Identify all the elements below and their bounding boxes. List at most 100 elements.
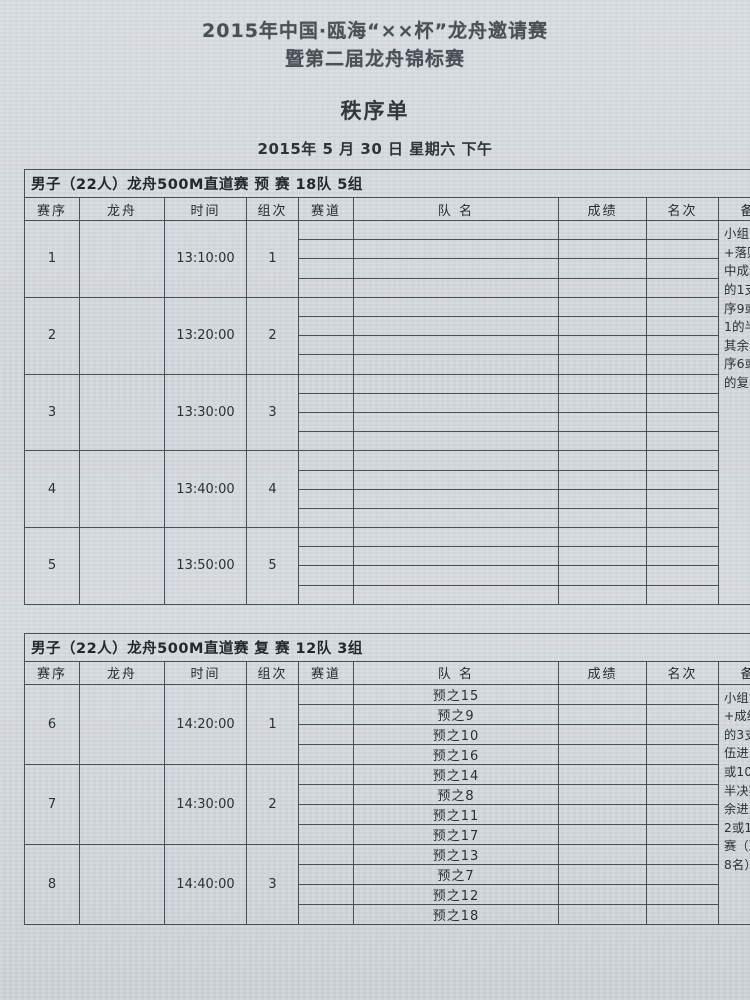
- cell-boat: [79, 296, 165, 375]
- cell-team: 预之8: [353, 783, 559, 805]
- table-row: [25, 565, 750, 586]
- cell-rank: [646, 316, 719, 337]
- event-date: 2015年 5 月 30 日 星期六 下午: [257, 140, 493, 159]
- cell-lane: [298, 316, 354, 337]
- table-row: [25, 431, 750, 452]
- cell-rank: [646, 392, 719, 413]
- cell-seq: 6: [24, 683, 80, 765]
- cell-lane: [298, 373, 354, 394]
- cell-score: [558, 335, 647, 356]
- table-row: 3 13:30:00 3: [24, 373, 750, 452]
- column-header-rank: 名次: [646, 660, 719, 685]
- table-row: 预之18: [25, 903, 750, 925]
- cell-rank: [646, 527, 719, 548]
- table-row: [25, 469, 750, 490]
- table-spacer: [24, 605, 726, 633]
- cell-time: 14:20:00: [164, 683, 247, 765]
- column-header-boat: 龙舟: [79, 197, 165, 222]
- cell-rank: [646, 354, 719, 375]
- cell-score: [558, 546, 647, 567]
- cell-score: [558, 763, 647, 785]
- cell-group: 5: [246, 527, 299, 605]
- column-header-time: 时间: [164, 197, 247, 222]
- column-header-boat: 龙舟: [79, 660, 165, 685]
- cell-team: 预之9: [353, 703, 559, 725]
- cell-rank: [646, 783, 719, 805]
- cell-lane: [298, 783, 354, 805]
- cell-boat: [79, 373, 165, 452]
- cell-score: [558, 823, 647, 845]
- cell-score: [558, 843, 647, 865]
- cell-rank: [646, 335, 719, 356]
- cell-group: 1: [246, 220, 299, 298]
- cell-rank: [646, 469, 719, 490]
- table-row: [25, 316, 750, 337]
- table-row: [25, 335, 750, 356]
- section-title: 男子（22人）龙舟500M直道赛 预 赛 18队 5组: [23, 169, 750, 199]
- cell-seq: 1: [24, 220, 80, 298]
- cell-lane: [298, 450, 354, 471]
- table-row: [25, 488, 750, 509]
- cell-team: [353, 296, 559, 318]
- cell-score: [558, 258, 647, 279]
- cell-rank: [646, 703, 719, 725]
- cell-team: 预之15: [353, 683, 559, 705]
- cell-lane: [298, 488, 354, 509]
- cell-score: [558, 373, 647, 394]
- cell-rank: [646, 723, 719, 745]
- cell-boat: [79, 843, 165, 925]
- cell-lane: [298, 723, 354, 745]
- cell-team: [353, 565, 559, 586]
- column-header-time: 时间: [164, 660, 247, 685]
- cell-lane: [298, 683, 354, 705]
- cell-score: [558, 723, 647, 745]
- cell-team: [353, 335, 559, 356]
- schedule-tables: 男子（22人）龙舟500M直道赛 预 赛 18队 5组 赛序 龙舟 时间 组次 赛道队 名…: [23, 169, 750, 925]
- column-header-score: 成绩: [558, 660, 647, 685]
- cell-group: 2: [246, 763, 299, 845]
- cell-rank: [646, 296, 719, 318]
- repechage-schedule-table: 男子（22人）龙舟500M直道赛 复 赛 12队 3组 赛序 龙舟 时间 组次 赛道队 名…: [23, 632, 750, 925]
- cell-time: 13:50:00: [164, 527, 247, 605]
- cell-lane: [298, 354, 354, 375]
- cell-rank: [646, 220, 719, 241]
- section-title-row: 男子（22人）龙舟500M直道赛 复 赛 12队 3组: [23, 632, 750, 662]
- cell-team: 预之12: [353, 883, 559, 905]
- cell-group: 4: [246, 450, 299, 529]
- cell-rank: [646, 450, 719, 471]
- cell-rank: [646, 743, 719, 765]
- table-row: 预之7: [25, 863, 750, 885]
- cell-remark: 小组第一名+落败队伍中成绩最好的1支进入赛序9或10或11的半决赛，其余进入赛序…: [717, 220, 750, 605]
- cell-score: [558, 354, 647, 375]
- cell-boat: [79, 763, 165, 845]
- table-row: 预之17: [25, 823, 750, 845]
- section-title-row: 男子（22人）龙舟500M直道赛 预 赛 18队 5组: [23, 169, 750, 199]
- cell-time: 13:20:00: [164, 296, 247, 375]
- cell-boat: [79, 527, 165, 605]
- cell-lane: [298, 411, 354, 433]
- cell-team: [353, 469, 559, 490]
- table-row: [25, 584, 750, 605]
- cell-score: [558, 703, 647, 725]
- cell-group: 1: [246, 683, 299, 765]
- column-header-group: 组次: [246, 660, 299, 685]
- table-row: [25, 392, 750, 413]
- cell-score: [558, 239, 647, 260]
- cell-score: [558, 584, 647, 605]
- cell-team: [353, 220, 559, 241]
- cell-score: [558, 507, 647, 529]
- table-row: 预之8: [25, 783, 750, 805]
- cell-lane: [298, 763, 354, 785]
- cell-lane: [298, 863, 354, 885]
- table-row: [25, 411, 750, 433]
- cell-time: 13:40:00: [164, 450, 247, 529]
- cell-rank: [646, 903, 719, 925]
- cell-lane: [298, 220, 354, 241]
- cell-team: 预之11: [353, 803, 559, 825]
- cell-seq: 8: [24, 843, 80, 925]
- column-header-remark: 备 注: [717, 197, 750, 222]
- cell-lane: [298, 335, 354, 356]
- table-row: 8 14:40:00 3 预之13: [24, 843, 750, 925]
- cell-score: [558, 488, 647, 509]
- page-title: 秩序单: [340, 99, 410, 124]
